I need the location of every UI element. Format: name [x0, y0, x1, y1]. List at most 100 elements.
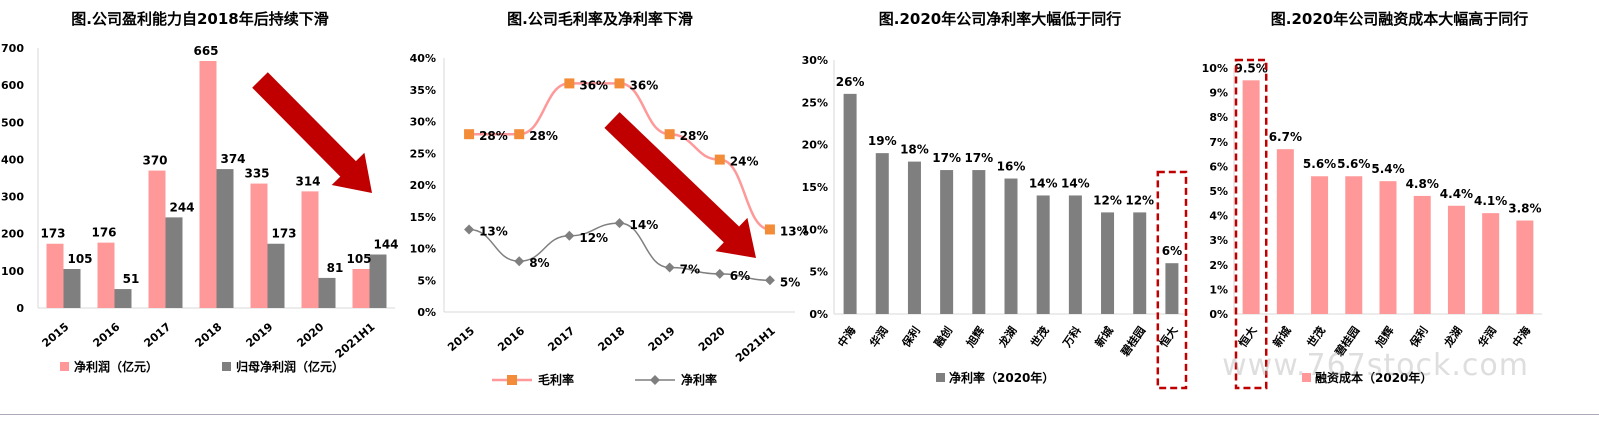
- x-tick-label: 中海: [1509, 324, 1533, 350]
- data-label: 14%: [1061, 176, 1090, 190]
- chart-title: 图.公司毛利率及净利率下滑: [507, 10, 693, 28]
- chart-title: 图.2020年公司净利率大幅低于同行: [878, 10, 1122, 28]
- marker-gross-margin: [514, 129, 525, 140]
- x-tick-label: 新城: [1092, 324, 1116, 350]
- data-label: 14%: [1029, 176, 1058, 190]
- bar: [843, 93, 857, 314]
- legend-label: 融资成本（2020年）: [1315, 370, 1432, 385]
- bar-net-profit: [250, 183, 268, 308]
- chart-panel-profit: 图.公司盈利能力自2018年后持续下滑 0 100 200 300 400 500 600 7…: [0, 0, 400, 410]
- marker-gross-margin: [464, 129, 475, 140]
- legend-swatch-parent-net-profit: [222, 362, 231, 371]
- data-label: 9.5%: [1234, 61, 1267, 75]
- data-label: 81: [327, 261, 344, 275]
- data-label: 7%: [680, 263, 700, 277]
- y-tick-label: 4%: [1209, 210, 1228, 223]
- bottom-divider: [0, 414, 1599, 415]
- bar-parent-net-profit: [369, 254, 387, 308]
- marker-net-margin: [564, 230, 575, 241]
- x-tick-label: 华润: [867, 324, 891, 350]
- bar-parent-net-profit: [216, 169, 234, 308]
- legend-label: 净利率: [681, 372, 717, 387]
- marker-gross-margin: [714, 154, 725, 165]
- bar: [1345, 176, 1363, 314]
- bar: [1068, 195, 1082, 314]
- data-label: 4.8%: [1406, 177, 1439, 191]
- marker-gross-margin: [664, 129, 675, 140]
- trend-down-arrow: [252, 72, 372, 193]
- x-tick-label: 万科: [1059, 324, 1084, 351]
- marker-gross-margin: [764, 224, 775, 235]
- trend-down-arrow: [604, 112, 756, 258]
- data-label: 314: [295, 174, 320, 188]
- bar-net-profit: [46, 243, 64, 308]
- y-tick-label: 30%: [410, 116, 436, 129]
- bar: [1242, 80, 1260, 314]
- chart-title: 图.2020年公司融资成本大幅高于同行: [1270, 10, 1529, 28]
- x-tick-label: 2018: [596, 324, 628, 354]
- y-tick-label: 5%: [417, 274, 436, 287]
- data-label: 17%: [932, 151, 961, 165]
- marker-net-margin: [614, 218, 625, 229]
- y-tick-label: 6%: [1209, 160, 1228, 173]
- x-tick-label: 龙湖: [1440, 324, 1465, 351]
- bar: [1165, 263, 1179, 314]
- x-tick-label: 2015: [40, 320, 72, 350]
- legend-label: 净利润（亿元）: [74, 359, 158, 374]
- data-label: 12%: [1093, 193, 1122, 207]
- y-tick-label: 35%: [410, 84, 436, 97]
- bar: [1036, 195, 1050, 314]
- data-label: 6%: [730, 269, 750, 283]
- y-tick-label: 400: [1, 153, 24, 166]
- x-tick-label: 2017: [545, 324, 577, 354]
- data-label: 12%: [579, 231, 608, 245]
- x-tick-label: 世茂: [1304, 324, 1328, 350]
- x-tick-label: 2021H1: [333, 320, 378, 360]
- data-label: 26%: [836, 75, 865, 89]
- data-label: 18%: [900, 143, 929, 157]
- x-tick-label: 2016: [495, 324, 527, 354]
- marker-net-margin: [464, 224, 475, 235]
- data-label: 5.6%: [1337, 157, 1370, 171]
- x-tick-label: 恒大: [1235, 324, 1259, 350]
- x-tick-label: 2016: [91, 320, 123, 350]
- chart-panel-financing-cost: 图.2020年公司融资成本大幅高于同行 0% 1% 2% 3% 4% 5% 6% 7% 8% 9%…: [1200, 0, 1599, 410]
- data-label: 13%: [479, 224, 508, 238]
- y-tick-label: 20%: [410, 179, 436, 192]
- marker-net-margin: [764, 275, 775, 286]
- data-label: 173: [40, 227, 65, 241]
- data-label: 24%: [730, 155, 759, 169]
- bar-net-profit: [352, 269, 370, 308]
- data-label: 173: [271, 227, 296, 241]
- data-label: 14%: [630, 218, 659, 232]
- bar: [1482, 213, 1500, 314]
- bar: [1516, 220, 1534, 314]
- x-tick-label: 2020: [696, 324, 728, 354]
- data-label: 335: [244, 167, 269, 181]
- y-tick-label: 40%: [410, 52, 436, 65]
- financing-cost-bar-chart: 0% 1% 2% 3% 4% 5% 6% 7% 8% 9% 10% 9.5% 恒大 6.7% 新城 5.6% 世…: [1202, 58, 1542, 390]
- x-tick-label: 世茂: [1028, 324, 1052, 350]
- marker-net-margin: [714, 268, 725, 279]
- x-tick-label: 龙湖: [995, 324, 1020, 351]
- y-tick-label: 2%: [1209, 259, 1228, 272]
- legend-swatch: [1302, 373, 1311, 382]
- watermark-text: www.767stock.com: [1222, 348, 1529, 383]
- profit-bar-chart: 0100200300400500600700173105201517651201…: [1, 42, 399, 374]
- x-tick-label: 2017: [142, 320, 174, 350]
- x-tick-label: 恒大: [1156, 324, 1180, 350]
- data-label: 16%: [997, 160, 1026, 174]
- bar: [1379, 181, 1397, 314]
- data-label: 51: [123, 272, 140, 286]
- x-tick-label: 碧桂园: [1117, 324, 1148, 360]
- data-label: 36%: [630, 78, 659, 92]
- y-tick-label: 1%: [1209, 283, 1228, 296]
- marker-net-margin: [664, 262, 675, 273]
- x-tick-label: 保利: [1406, 324, 1431, 351]
- series-line-gross-margin: [469, 82, 771, 231]
- bar: [940, 170, 954, 314]
- data-label: 176: [91, 226, 116, 240]
- y-tick-label: 200: [1, 228, 24, 241]
- bar-parent-net-profit: [267, 243, 285, 308]
- y-tick-label: 5%: [809, 266, 828, 279]
